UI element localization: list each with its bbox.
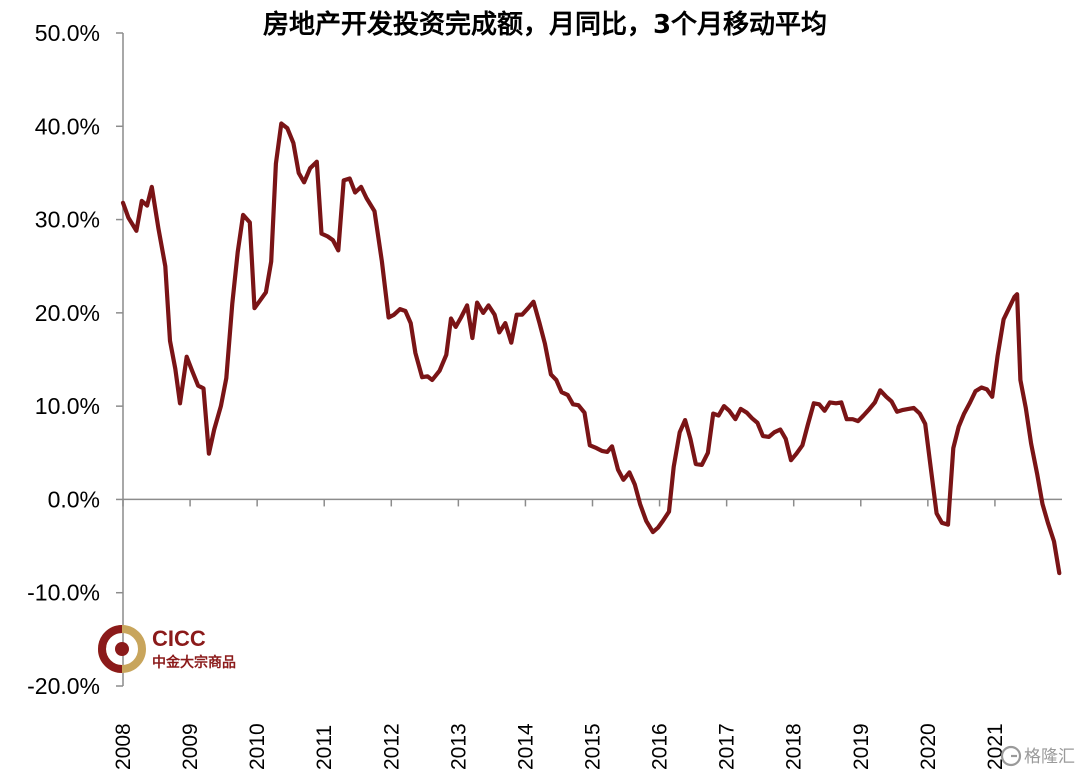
watermark: 格隆汇 bbox=[1000, 745, 1075, 767]
x-tick-label: 2018 bbox=[783, 723, 806, 770]
x-tick-label: 2014 bbox=[514, 723, 537, 770]
x-tick-label: 2020 bbox=[917, 723, 940, 770]
y-tick-label: 20.0% bbox=[35, 300, 100, 326]
cicc-logo: CICC 中金大宗商品 bbox=[98, 625, 236, 673]
y-tick-label: -20.0% bbox=[27, 673, 100, 699]
y-tick-label: 30.0% bbox=[35, 207, 100, 233]
x-tick-label: 2011 bbox=[313, 725, 336, 770]
x-tick-label: 2009 bbox=[179, 723, 202, 770]
y-tick-label: -10.0% bbox=[27, 580, 100, 606]
series-line bbox=[120, 121, 1062, 576]
x-tick-label: 2017 bbox=[716, 723, 739, 770]
logo-text-cn: 中金大宗商品 bbox=[152, 654, 236, 671]
x-axis-ticks: 2008 2009 2010 2011 2012 2013 2014 2015 2016 2017… bbox=[112, 499, 1007, 770]
x-tick-label: 2008 bbox=[112, 723, 135, 770]
gelonghui-g-icon bbox=[1000, 745, 1022, 767]
x-tick-label: 2021 bbox=[984, 723, 1007, 770]
x-tick-label: 2016 bbox=[649, 723, 672, 770]
x-tick-label: 2013 bbox=[447, 723, 470, 770]
x-tick-label: 2019 bbox=[850, 723, 873, 770]
y-tick-label: 50.0% bbox=[35, 20, 100, 46]
y-tick-label: 40.0% bbox=[35, 113, 100, 139]
x-tick-label: 2010 bbox=[246, 723, 269, 770]
y-tick-label: 10.0% bbox=[35, 393, 100, 419]
y-tick-label: 0.0% bbox=[48, 486, 100, 512]
chart-title: 房地产开发投资完成额，月同比，3个月移动平均 bbox=[263, 9, 827, 40]
y-axis-ticks: 50.0% 40.0% 30.0% 20.0% 10.0% 0.0% -10.0% -20.0… bbox=[27, 20, 123, 699]
x-tick-label: 2012 bbox=[380, 723, 403, 770]
x-tick-label: 2015 bbox=[582, 723, 605, 770]
cicc-ring-icon bbox=[98, 625, 146, 673]
watermark-text: 格隆汇 bbox=[1024, 747, 1075, 767]
logo-text-en: CICC bbox=[152, 626, 206, 651]
